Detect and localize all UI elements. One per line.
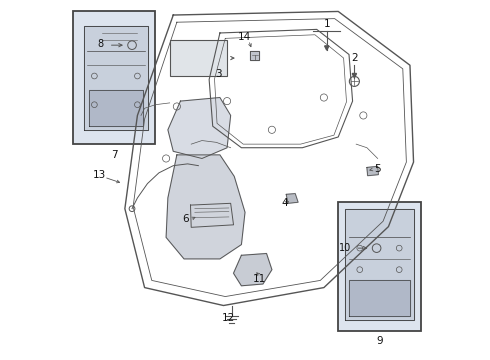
Polygon shape	[345, 209, 414, 320]
Bar	[170, 40, 227, 76]
Polygon shape	[166, 155, 245, 259]
Polygon shape	[168, 98, 231, 158]
Polygon shape	[349, 280, 410, 316]
Bar	[73, 12, 155, 144]
Polygon shape	[250, 51, 259, 60]
Text: 5: 5	[374, 164, 381, 174]
Text: 8: 8	[98, 39, 104, 49]
Polygon shape	[324, 46, 329, 50]
Text: 12: 12	[222, 313, 236, 323]
Text: 4: 4	[281, 198, 288, 208]
Polygon shape	[286, 194, 298, 203]
Polygon shape	[89, 90, 143, 126]
Polygon shape	[84, 26, 148, 130]
Text: 7: 7	[111, 150, 118, 160]
Bar	[338, 202, 421, 330]
Text: 2: 2	[351, 53, 358, 63]
Text: 3: 3	[215, 69, 221, 79]
Text: 14: 14	[238, 32, 251, 41]
Text: 9: 9	[376, 336, 383, 346]
Polygon shape	[367, 166, 378, 176]
Text: 6: 6	[182, 215, 189, 224]
Polygon shape	[352, 73, 357, 78]
Text: 1: 1	[323, 19, 330, 29]
Polygon shape	[234, 253, 272, 286]
Text: 13: 13	[93, 170, 106, 180]
Text: 10: 10	[339, 243, 351, 253]
Text: 11: 11	[253, 274, 266, 284]
